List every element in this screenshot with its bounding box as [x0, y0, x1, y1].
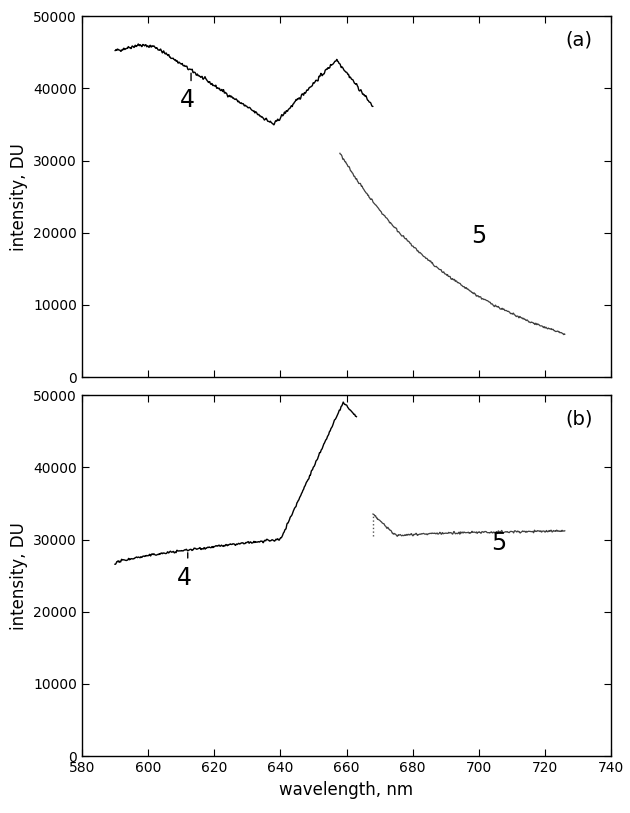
- Text: (b): (b): [565, 410, 593, 428]
- Text: 4: 4: [180, 89, 195, 112]
- Text: 5: 5: [491, 531, 507, 555]
- Text: (a): (a): [566, 31, 593, 50]
- Text: 5: 5: [471, 224, 486, 249]
- Text: 4: 4: [177, 566, 192, 590]
- X-axis label: wavelength, nm: wavelength, nm: [280, 780, 413, 798]
- Y-axis label: intensity, DU: intensity, DU: [9, 522, 28, 629]
- Y-axis label: intensity, DU: intensity, DU: [9, 143, 28, 250]
